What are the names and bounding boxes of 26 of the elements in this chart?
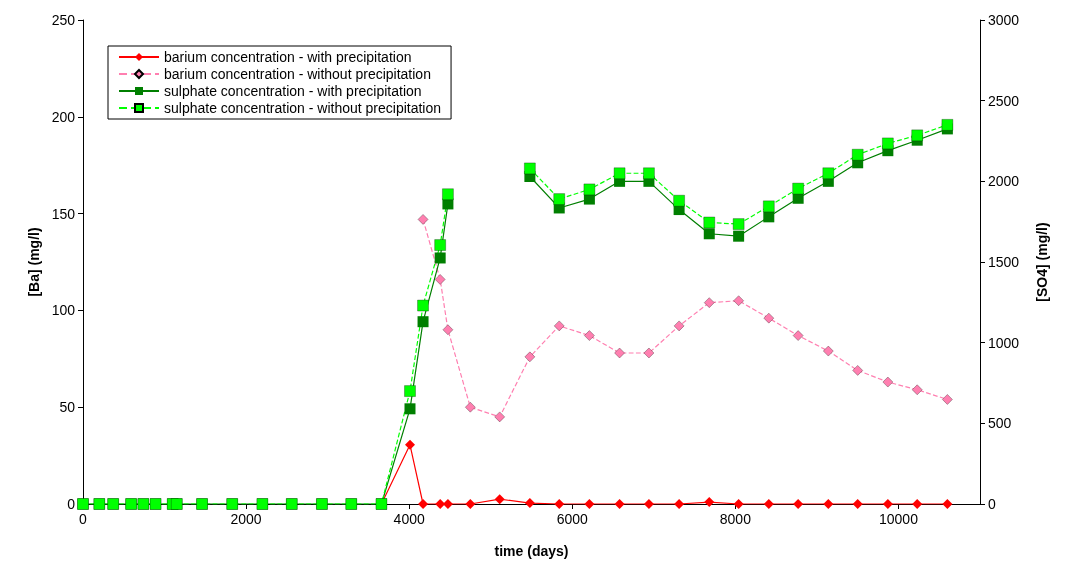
y2-tick-label: 2000 <box>988 173 1020 190</box>
y-tick-label: 150 <box>51 205 76 222</box>
x-axis-title: time (days) <box>494 543 569 559</box>
y2-tick-label: 1500 <box>988 254 1020 270</box>
x-tick-label: 10000 <box>878 511 919 527</box>
legend-label: sulphate concentration - without precipitation <box>164 100 442 116</box>
y-tick-label: 0 <box>67 496 76 512</box>
legend-label: barium concentration - without precipitation <box>164 66 431 82</box>
y2-tick-label: 500 <box>988 415 1012 432</box>
y-tick-label: 200 <box>51 108 76 125</box>
y-tick-label: 250 <box>51 12 76 28</box>
x-tick-label: 0 <box>79 511 88 527</box>
y-tick-label: 50 <box>59 399 76 416</box>
y2-tick-label: 2500 <box>988 92 1020 109</box>
y2-tick-label: 3000 <box>988 12 1020 28</box>
x-tick-label: 2000 <box>230 511 262 527</box>
legend-label: barium concentration - with precipitation <box>164 49 412 65</box>
y2-tick-label: 0 <box>988 496 996 512</box>
y-axis-title: [Ba] (mg/l) <box>25 227 42 297</box>
y-tick-label: 100 <box>51 302 76 319</box>
legend-label: sulphate concentration - with precipitation <box>164 83 422 99</box>
y2-axis-title: [SO4] (mg/l) <box>1034 222 1050 302</box>
y2-tick-label: 1000 <box>988 334 1020 351</box>
x-tick-label: 8000 <box>719 511 752 527</box>
x-tick-label: 6000 <box>556 511 589 527</box>
x-tick-label: 4000 <box>393 511 425 527</box>
